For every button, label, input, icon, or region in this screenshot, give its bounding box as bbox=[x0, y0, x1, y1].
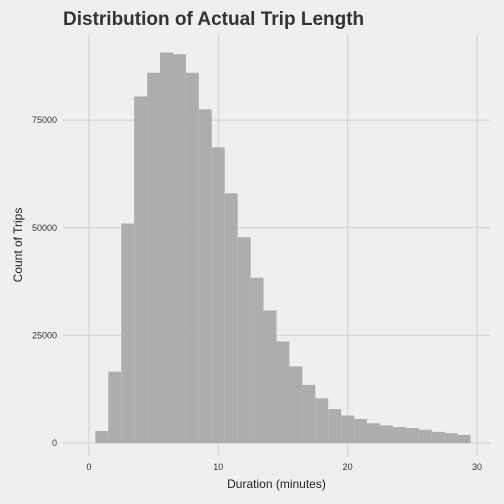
histogram-bar bbox=[95, 431, 109, 444]
histogram-bar bbox=[276, 341, 290, 444]
histogram-bar bbox=[418, 429, 432, 444]
histogram-bar bbox=[108, 371, 122, 444]
histogram-bar bbox=[121, 223, 135, 444]
histogram-bar bbox=[211, 147, 225, 444]
histogram-bar bbox=[315, 398, 329, 444]
histogram-bar bbox=[431, 431, 445, 444]
histogram-bar bbox=[328, 409, 342, 444]
histogram-bars bbox=[95, 52, 471, 444]
histogram-bar bbox=[250, 277, 264, 444]
histogram-bar bbox=[134, 96, 148, 444]
x-axis-ticks: 0 10 20 30 bbox=[86, 462, 482, 472]
histogram-bar bbox=[237, 237, 251, 444]
histogram-bar bbox=[172, 54, 186, 444]
chart-title: Distribution of Actual Trip Length bbox=[63, 9, 365, 30]
x-tick-label: 20 bbox=[343, 462, 353, 472]
y-axis-ticks: 0 25000 50000 75000 bbox=[32, 115, 57, 448]
histogram-bar bbox=[341, 415, 355, 444]
histogram-bar bbox=[405, 428, 419, 444]
x-tick-label: 30 bbox=[472, 462, 482, 472]
y-tick-label: 25000 bbox=[32, 330, 57, 340]
histogram-bar bbox=[457, 434, 471, 444]
y-axis-title: Count of Trips bbox=[11, 208, 25, 283]
y-tick-label: 50000 bbox=[32, 223, 57, 233]
x-tick-label: 10 bbox=[213, 462, 223, 472]
histogram-bar bbox=[302, 384, 316, 444]
histogram-bar bbox=[185, 72, 199, 444]
y-tick-label: 75000 bbox=[32, 115, 57, 125]
histogram-bar bbox=[147, 72, 161, 444]
histogram-bar bbox=[367, 423, 381, 444]
histogram-bar bbox=[392, 427, 406, 444]
x-tick-label: 0 bbox=[86, 462, 91, 472]
histogram-bar bbox=[289, 366, 303, 444]
histogram-bar bbox=[380, 425, 393, 444]
histogram-bar bbox=[224, 193, 238, 444]
y-tick-label: 0 bbox=[52, 438, 57, 448]
histogram-bar bbox=[444, 433, 458, 444]
histogram-bar bbox=[160, 52, 173, 444]
histogram-bar bbox=[198, 109, 212, 444]
histogram-bar bbox=[263, 310, 277, 444]
histogram-bar bbox=[354, 418, 368, 444]
x-axis-title: Duration (minutes) bbox=[227, 477, 326, 491]
